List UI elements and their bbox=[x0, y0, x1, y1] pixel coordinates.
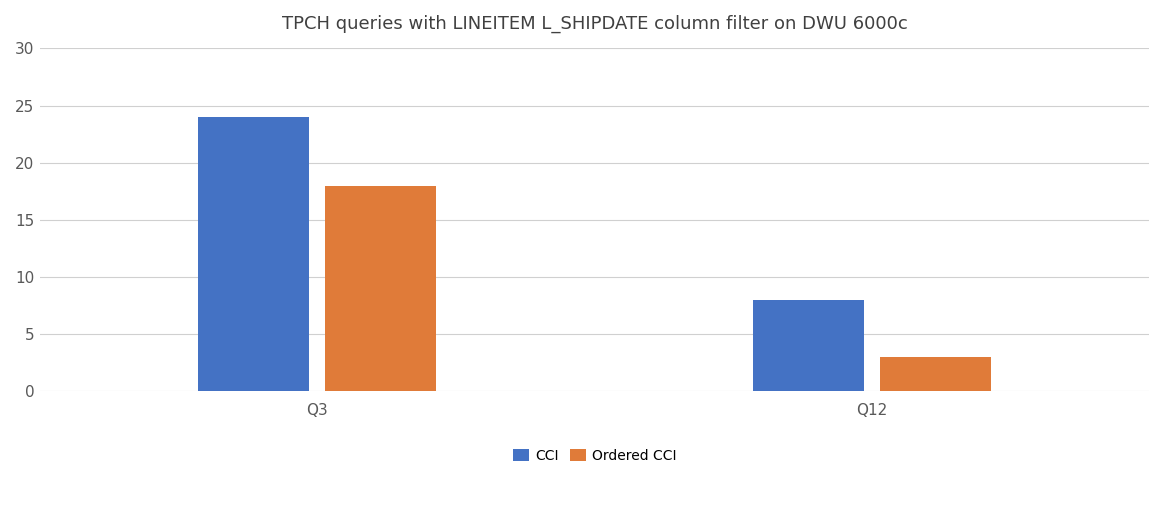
Bar bbox=[880, 357, 991, 392]
Bar bbox=[753, 300, 864, 392]
Legend: CCI, Ordered CCI: CCI, Ordered CCI bbox=[508, 443, 682, 468]
Bar bbox=[325, 186, 436, 392]
Title: TPCH queries with LINEITEM L_SHIPDATE column filter on DWU 6000c: TPCH queries with LINEITEM L_SHIPDATE co… bbox=[282, 15, 908, 33]
Bar bbox=[198, 117, 310, 392]
